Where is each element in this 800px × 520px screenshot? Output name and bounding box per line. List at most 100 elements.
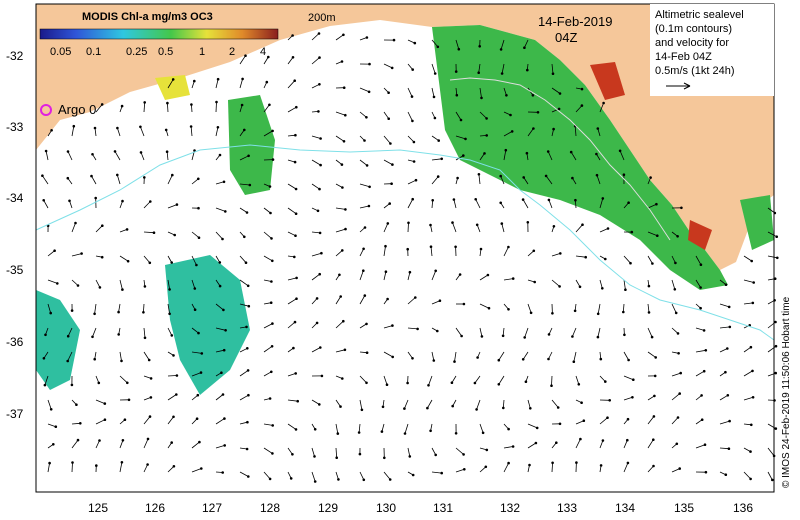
velocity-arrowhead bbox=[525, 151, 529, 155]
velocity-arrow bbox=[767, 255, 778, 259]
velocity-arrow bbox=[239, 303, 249, 307]
velocity-arrowhead bbox=[427, 384, 430, 387]
velocity-arrow bbox=[501, 223, 505, 233]
velocity-arrowhead bbox=[403, 407, 406, 410]
velocity-arrowhead bbox=[368, 185, 371, 189]
velocity-arrow bbox=[453, 199, 457, 209]
velocity-arrowhead bbox=[127, 398, 131, 402]
velocity-arrowhead bbox=[245, 447, 249, 451]
velocity-arrowhead bbox=[318, 403, 321, 406]
velocity-arrow bbox=[92, 327, 97, 337]
velocity-arrows bbox=[41, 32, 779, 483]
velocity-arrow bbox=[67, 351, 73, 362]
velocity-arrow bbox=[359, 295, 366, 305]
velocity-arrow bbox=[719, 420, 730, 425]
velocity-arrow bbox=[527, 128, 534, 137]
velocity-arrow bbox=[455, 111, 462, 121]
velocity-arrowhead bbox=[147, 358, 151, 362]
velocity-arrow bbox=[383, 471, 391, 480]
velocity-arrow bbox=[311, 471, 316, 482]
velocity-arrowhead bbox=[42, 357, 46, 360]
velocity-arrow bbox=[430, 246, 433, 257]
velocity-arrowhead bbox=[408, 455, 412, 458]
velocity-arrow bbox=[599, 198, 604, 209]
velocity-arrowhead bbox=[584, 255, 587, 259]
velocity-arrow bbox=[498, 375, 505, 385]
velocity-arrowhead bbox=[313, 428, 317, 431]
velocity-arrowhead bbox=[341, 377, 344, 380]
velocity-arrowhead bbox=[49, 408, 53, 411]
velocity-arrowhead bbox=[436, 175, 440, 178]
velocity-arrow bbox=[47, 463, 50, 473]
velocity-arrow bbox=[215, 207, 226, 212]
velocity-arrowhead bbox=[139, 151, 143, 154]
velocity-arrow bbox=[143, 102, 146, 113]
velocity-arrowhead bbox=[432, 359, 436, 362]
velocity-arrow bbox=[263, 423, 273, 426]
velocity-arrow bbox=[548, 199, 553, 209]
velocity-arrow bbox=[647, 203, 657, 209]
velocity-arrowhead bbox=[116, 173, 119, 177]
velocity-arrowhead bbox=[627, 358, 630, 362]
velocity-arrow bbox=[551, 462, 553, 473]
velocity-arrow bbox=[522, 199, 529, 209]
velocity-arrow bbox=[167, 394, 177, 401]
velocity-arrowhead bbox=[80, 252, 83, 255]
velocity-arrow bbox=[599, 279, 603, 289]
argo-float-icon bbox=[40, 104, 52, 116]
velocity-arrow bbox=[671, 303, 677, 314]
velocity-arrowhead bbox=[501, 334, 505, 338]
velocity-arrowhead bbox=[340, 60, 344, 63]
velocity-arrowhead bbox=[606, 416, 609, 420]
velocity-arrowhead bbox=[52, 443, 55, 446]
velocity-arrow bbox=[335, 423, 339, 434]
velocity-arrowhead bbox=[523, 46, 526, 49]
velocity-arrowhead bbox=[531, 94, 535, 97]
legend-box bbox=[650, 4, 774, 96]
velocity-arrow bbox=[119, 255, 129, 262]
velocity-arrowhead bbox=[487, 306, 491, 310]
velocity-arrowhead bbox=[429, 429, 432, 433]
velocity-arrow bbox=[743, 255, 752, 262]
velocity-arrowhead bbox=[602, 101, 605, 105]
velocity-arrow bbox=[431, 471, 442, 474]
lon-tick-label: 131 bbox=[433, 501, 453, 515]
velocity-arrowhead bbox=[410, 95, 414, 98]
velocity-arrowhead bbox=[575, 461, 578, 464]
velocity-arrowhead bbox=[622, 310, 625, 314]
velocity-arrow bbox=[358, 423, 361, 433]
velocity-arrowhead bbox=[485, 134, 489, 137]
velocity-arrowhead bbox=[654, 356, 657, 359]
velocity-arrow bbox=[551, 253, 561, 257]
velocity-arrowhead bbox=[91, 335, 94, 339]
velocity-arrowhead bbox=[451, 221, 454, 224]
velocity-arrowhead bbox=[198, 440, 201, 444]
velocity-arrowhead bbox=[53, 249, 56, 252]
velocity-arrowhead bbox=[221, 471, 224, 474]
velocity-arrow bbox=[407, 135, 415, 143]
chl-patch-central-2 bbox=[165, 255, 250, 395]
velocity-arrowhead bbox=[193, 308, 197, 312]
velocity-arrowhead bbox=[79, 422, 82, 425]
velocity-arrow bbox=[167, 375, 177, 377]
velocity-arrowhead bbox=[387, 117, 391, 120]
velocity-arrowhead bbox=[120, 359, 123, 363]
velocity-arrow bbox=[335, 111, 346, 116]
velocity-arrowhead bbox=[200, 352, 204, 355]
velocity-arrow bbox=[695, 255, 702, 265]
velocity-arrowhead bbox=[529, 407, 532, 410]
velocity-arrowhead bbox=[222, 308, 225, 312]
velocity-arrowhead bbox=[367, 204, 371, 208]
velocity-arrowhead bbox=[221, 237, 224, 241]
velocity-arrow bbox=[599, 417, 608, 425]
velocity-arrow bbox=[359, 375, 367, 384]
sealevel-contour-outer bbox=[35, 144, 775, 341]
velocity-arrowhead bbox=[676, 235, 679, 238]
colorbar-tick: 4 bbox=[260, 46, 266, 58]
velocity-arrowhead bbox=[728, 325, 732, 329]
velocity-arrowhead bbox=[484, 465, 488, 469]
velocity-arrow bbox=[215, 394, 224, 401]
velocity-arrow bbox=[167, 303, 170, 314]
velocity-arrowhead bbox=[601, 439, 605, 442]
velocity-arrowhead bbox=[454, 245, 457, 249]
